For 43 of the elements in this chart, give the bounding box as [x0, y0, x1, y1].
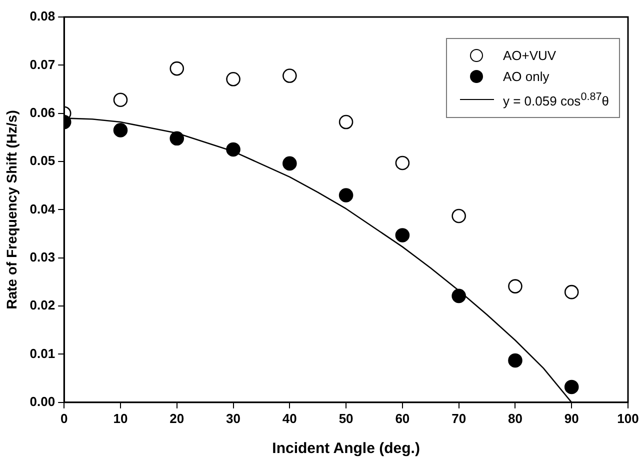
- x-tick-label: 90: [564, 410, 579, 426]
- y-tick-label: 0.02: [30, 298, 56, 313]
- point: [338, 188, 354, 202]
- point: [508, 353, 522, 368]
- x-tick-label: 0: [60, 410, 68, 426]
- point: [508, 279, 522, 294]
- point: [395, 156, 410, 170]
- point: [226, 142, 240, 157]
- x-tick-label: 80: [508, 410, 522, 426]
- point: [452, 208, 466, 224]
- y-tick-label: 0.07: [30, 56, 56, 72]
- point: [564, 380, 579, 394]
- point: [113, 123, 128, 138]
- point: [338, 114, 354, 130]
- point: [564, 284, 579, 300]
- point: [282, 156, 297, 171]
- x-tick-label: 10: [113, 410, 128, 426]
- point: [452, 288, 466, 304]
- point: [226, 72, 240, 86]
- point: [282, 68, 297, 83]
- x-tick-label: 40: [282, 410, 297, 426]
- x-tick-label: 60: [395, 410, 410, 426]
- x-tick-label: 50: [338, 410, 354, 426]
- y-tick-label: 0.00: [30, 394, 56, 409]
- y-tick-label: 0.06: [30, 104, 56, 120]
- y-tick-label: 0.03: [30, 249, 56, 264]
- y-axis-title: Rate of Frequency Shift (Hz/s): [3, 110, 20, 310]
- x-axis-title: Incident Angle (deg.): [272, 440, 420, 458]
- x-tick-label: 100: [617, 410, 639, 426]
- x-tick-label: 30: [226, 410, 241, 426]
- point: [113, 92, 128, 108]
- y-tick-label: 0.08: [30, 8, 56, 24]
- y-tick-label: 0.04: [30, 201, 56, 216]
- y-tick-label: 0.01: [30, 346, 56, 361]
- point: [170, 131, 184, 146]
- legend-label: y = 0.059 cos$^{0.87}$θ: [502, 90, 609, 110]
- point: [395, 228, 410, 242]
- y-tick-label: 0.05: [30, 153, 56, 168]
- legend-label: AO+VUV: [502, 47, 556, 65]
- point: [170, 61, 184, 76]
- legend-label: AO only: [502, 68, 550, 86]
- x-tick-label: 70: [452, 410, 466, 426]
- x-tick-label: 20: [170, 410, 184, 426]
